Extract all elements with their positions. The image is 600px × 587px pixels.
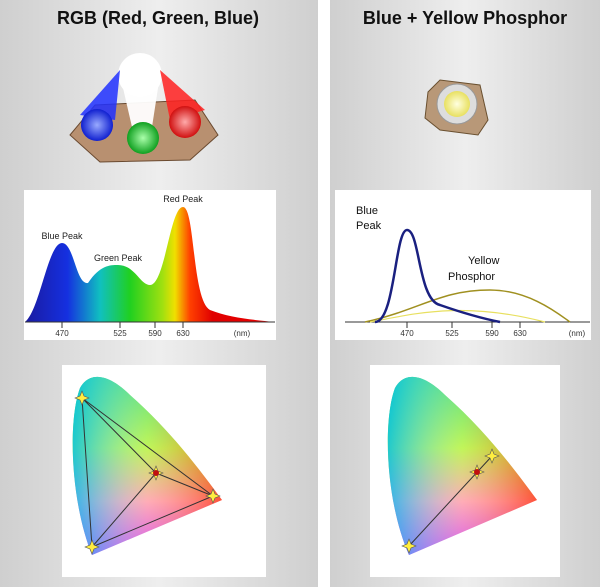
peak-label: Red Peak <box>163 194 203 204</box>
phosphor-gamut <box>387 376 537 555</box>
tick-label: 630 <box>176 329 190 338</box>
yellow-curve <box>364 289 571 323</box>
peak-label: Phosphor <box>448 271 495 283</box>
tick-label: 590 <box>148 329 162 338</box>
tick-label: 525 <box>113 329 127 338</box>
spectrum-box <box>335 190 591 340</box>
panel-title: Blue + Yellow Phosphor <box>363 8 567 28</box>
panel-title: RGB (Red, Green, Blue) <box>57 8 259 28</box>
peak-label: Green Peak <box>94 253 143 263</box>
tick-label: 590 <box>485 329 499 338</box>
tick-label: 630 <box>513 329 527 338</box>
peak-label: Yellow <box>468 255 499 267</box>
tick-label: 470 <box>55 329 69 338</box>
phosphor-led-image <box>424 79 489 136</box>
rgb-gamut <box>72 376 223 555</box>
rgb-spectrum <box>25 207 275 322</box>
yellow-faint-curve <box>369 309 546 323</box>
unit-label: (nm) <box>234 329 251 338</box>
rgb-led-image <box>69 53 219 163</box>
tick-label: 470 <box>400 329 414 338</box>
tick-label: 525 <box>445 329 459 338</box>
peak-label: Peak <box>356 220 382 232</box>
unit-label: (nm) <box>569 329 586 338</box>
blue-curve <box>374 228 501 324</box>
peak-label: Blue Peak <box>41 231 83 241</box>
peak-label: Blue <box>356 205 378 217</box>
